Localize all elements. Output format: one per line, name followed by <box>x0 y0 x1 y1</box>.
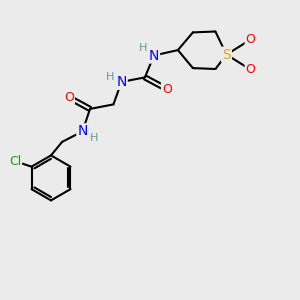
Text: O: O <box>246 63 255 76</box>
Text: Cl: Cl <box>9 155 21 168</box>
Text: N: N <box>77 124 88 138</box>
Text: O: O <box>246 33 255 46</box>
Text: O: O <box>64 91 74 104</box>
Text: H: H <box>139 43 148 53</box>
Text: N: N <box>116 75 127 89</box>
Text: H: H <box>106 71 114 82</box>
Text: O: O <box>162 82 172 96</box>
Text: H: H <box>90 133 99 143</box>
Text: S: S <box>222 48 231 62</box>
Text: N: N <box>149 49 159 62</box>
